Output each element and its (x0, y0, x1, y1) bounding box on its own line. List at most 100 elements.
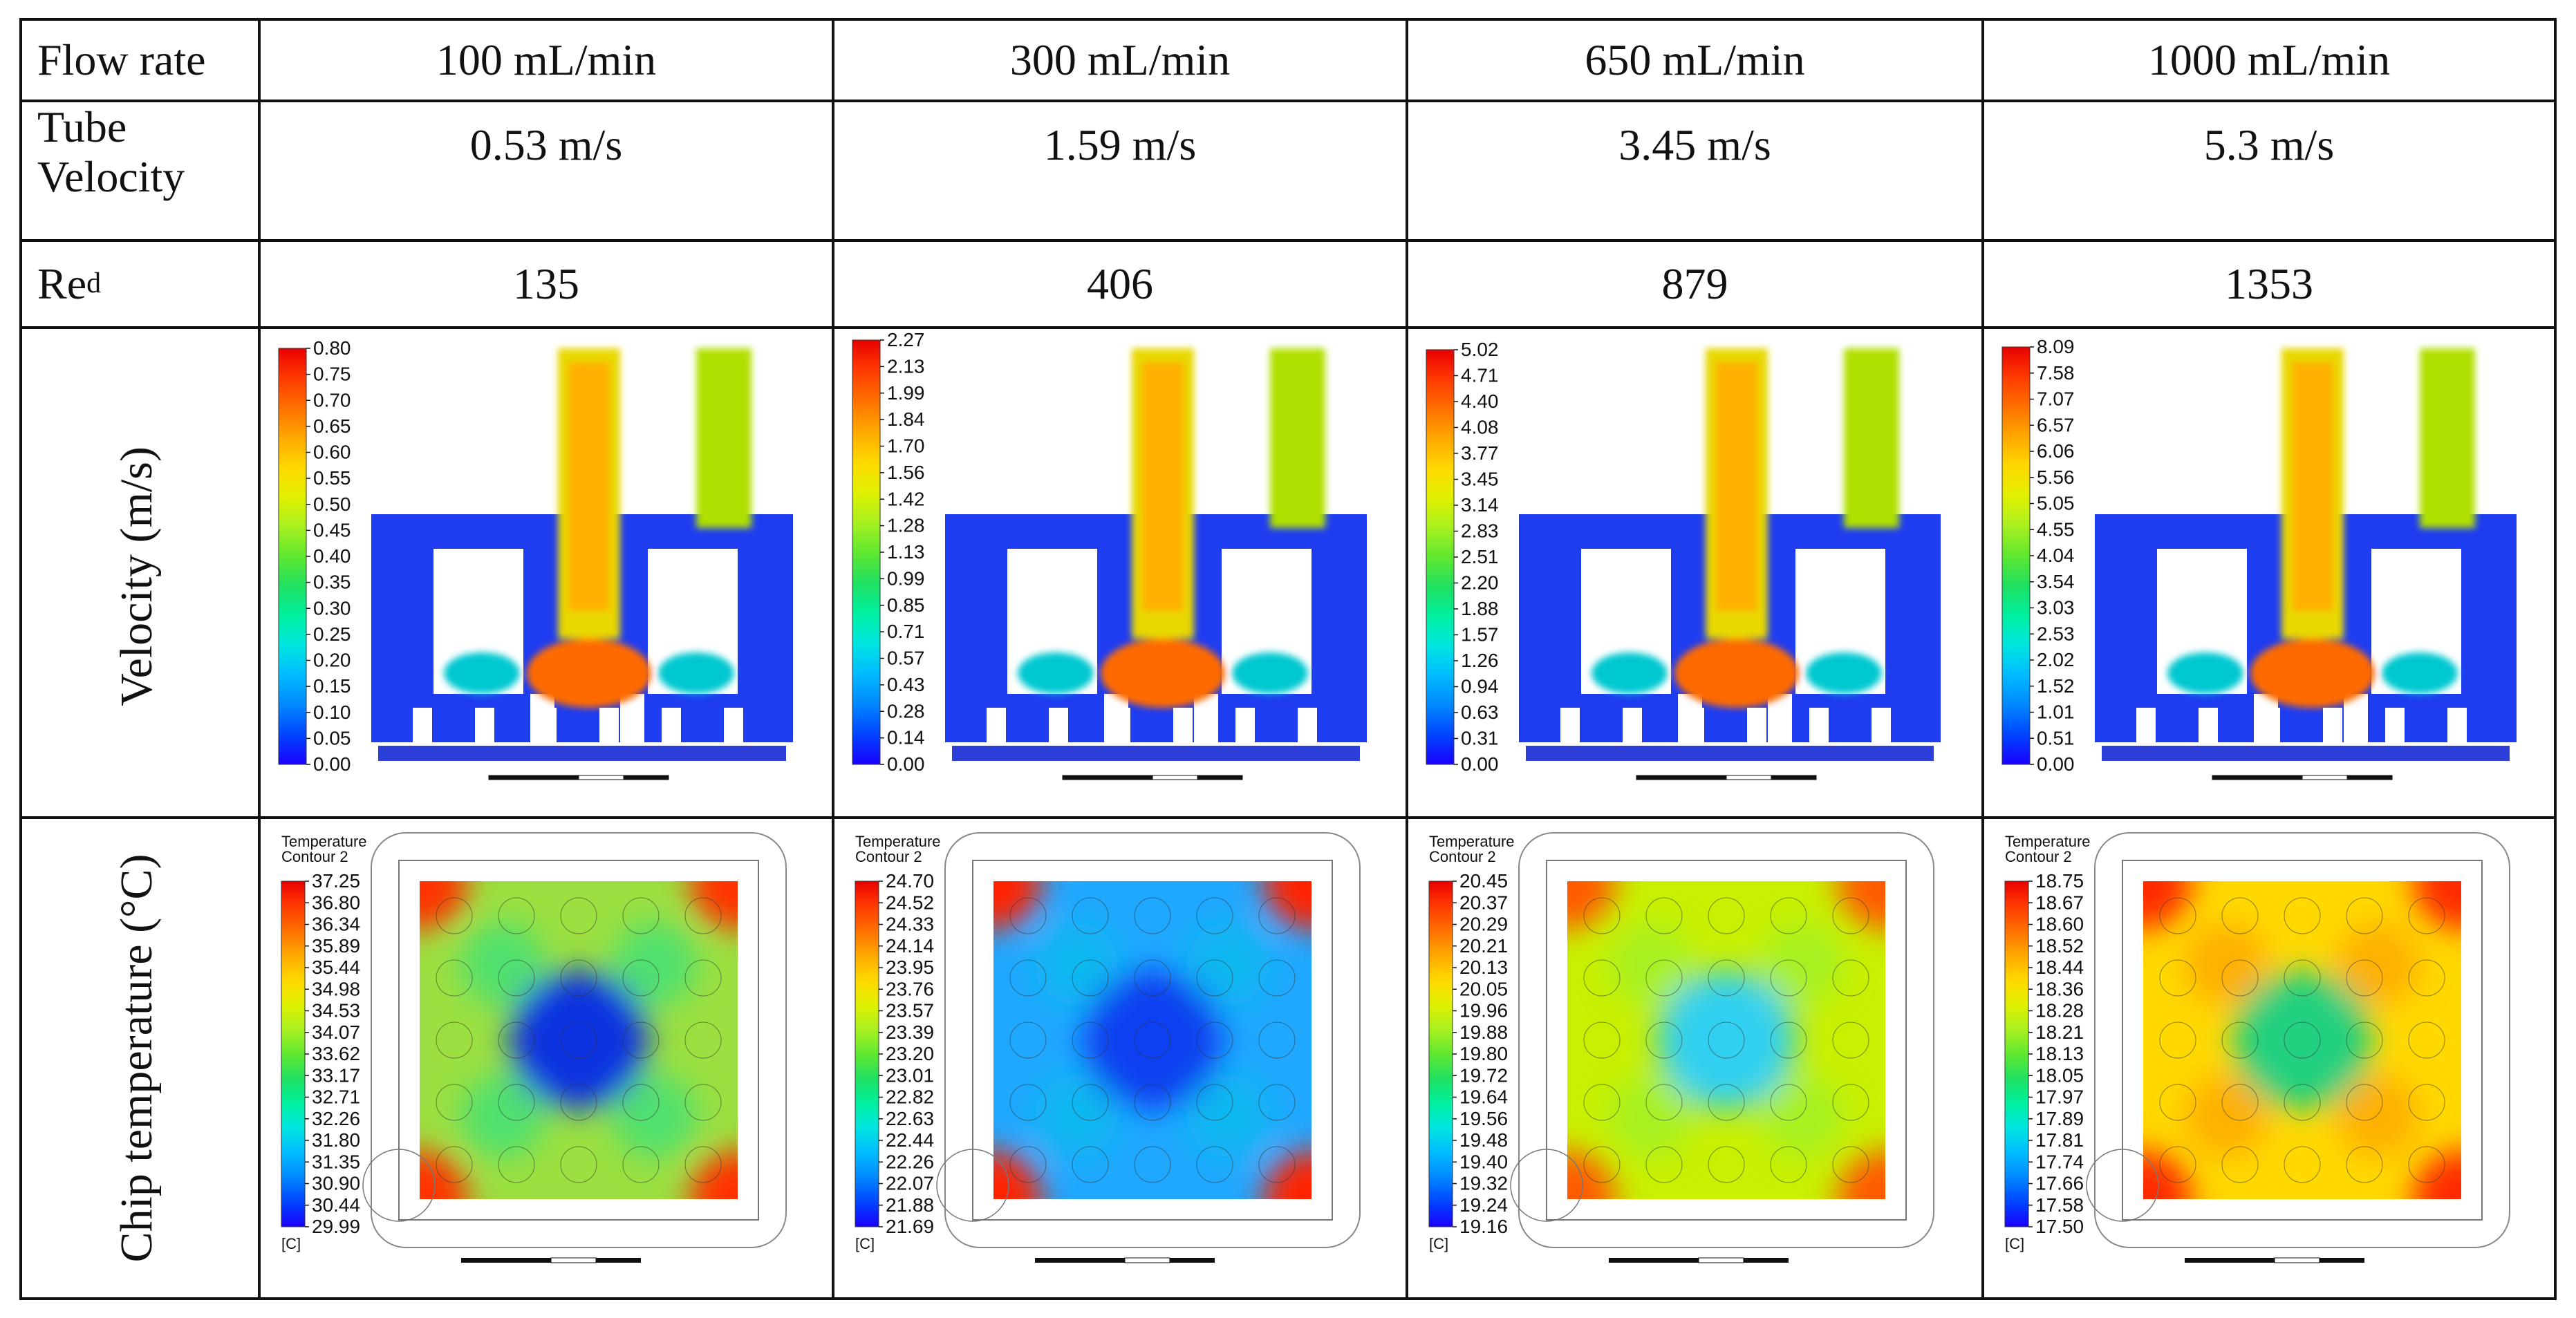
pin-fin-outline (1645, 1146, 1683, 1183)
pin-fin-outline (1072, 1084, 1109, 1121)
ring-zone (613, 923, 696, 1006)
pin-fin-outline (1583, 1146, 1621, 1183)
pin-fin-outline (1770, 1146, 1807, 1183)
impingement-zone (2250, 639, 2375, 708)
temperature-colorbar-label: 37.25 (312, 870, 360, 892)
pin-fin-outline (1009, 959, 1047, 997)
temperature-colorbar-label: 19.16 (1459, 1216, 1508, 1237)
table-rule (19, 100, 2557, 102)
pin-fin-outline (1770, 959, 1807, 997)
velocity-colorbar-label: 0.25 (313, 623, 351, 645)
pin-fin-outline (1134, 1146, 1171, 1183)
field-blobs (1567, 881, 1885, 1199)
pin-fin-outline (1134, 1022, 1171, 1059)
pin-fin (2385, 708, 2405, 742)
pin-fin-outline (1072, 959, 1109, 997)
temperature-colorbar-label: 34.07 (312, 1022, 360, 1043)
velocity-contour-panel: 2.27 2.13 1.99 1.84 1.70 1.56 1.42 1.28 1.13 0.99… (852, 329, 1367, 780)
velocity-colorbar-label: 2.02 (2037, 649, 2075, 670)
velocity-colorbar-label: 3.54 (2037, 571, 2075, 592)
ring-zone (461, 923, 544, 1006)
ring-zone (2337, 923, 2420, 1006)
package-outline (1518, 832, 1934, 1248)
pin-fin-outline (2284, 897, 2321, 934)
velocity-colorbar-label: 1.01 (2037, 702, 2075, 723)
recirculation-zone (1232, 652, 1308, 694)
flow-jet (2167, 348, 2475, 708)
flow-jet (1018, 348, 1325, 708)
pin-fin-outline (498, 959, 535, 997)
temperature-colorbar-label: 22.26 (886, 1151, 934, 1172)
table-rule (1406, 18, 1408, 1300)
pin-fin-outline (2159, 1022, 2196, 1059)
temperature-colorbar-label: 30.44 (312, 1194, 360, 1216)
temperature-colorbar-label: 22.63 (886, 1108, 934, 1129)
base-plate (2102, 746, 2510, 761)
velocity-flow-field (371, 348, 793, 780)
velocity-colorbar-label: 2.27 (887, 329, 925, 350)
pin-fin-outline (1196, 1084, 1233, 1121)
velocity-colorbar-label: 2.13 (887, 355, 925, 377)
velocity-colorbar-label: 6.06 (2037, 440, 2075, 462)
velocity-colorbar-label: 0.00 (313, 753, 351, 775)
velocity-colorbar-label: 1.42 (887, 488, 925, 509)
velocity-colorbar-label: 0.31 (1461, 728, 1499, 749)
pin-fin-outline (684, 897, 722, 934)
pin-fin-outline (498, 1022, 535, 1059)
temperature-colorbar-label: 22.07 (886, 1173, 934, 1194)
temperature-colorbar-label: 35.44 (312, 957, 360, 978)
colorbar (278, 348, 307, 765)
pin-fin (1111, 708, 1130, 742)
velocity-colorbar-label: 4.55 (2037, 518, 2075, 540)
inlet-core (2292, 362, 2333, 611)
pin-fin (987, 708, 1006, 742)
ring-zone (1761, 923, 1844, 1006)
pin-fin-outline (2284, 1084, 2321, 1121)
pin-fin-outline (622, 897, 660, 934)
pin-fin-outline (1258, 1022, 1296, 1059)
reynolds-value: 406 (1087, 259, 1153, 309)
velocity-colorbar-label: 3.14 (1461, 494, 1499, 516)
impingement-zone (527, 639, 651, 708)
pin-fin-outline (498, 1084, 535, 1121)
temperature-colorbar-label: 36.80 (312, 892, 360, 913)
ring-zone (1187, 1075, 1270, 1158)
velocity-colorbar-label: 2.83 (1461, 520, 1499, 542)
hot-spot (1837, 1151, 1885, 1199)
temperature-colorbar-label: 18.67 (2035, 892, 2084, 913)
recirculation-zone (1806, 652, 1882, 694)
temperature-colorbar-label: 23.01 (886, 1064, 934, 1086)
hot-spot (420, 1151, 468, 1199)
temperature-colorbar-label: 34.53 (312, 1000, 360, 1022)
pin-fin-outlines (362, 897, 722, 1222)
velocity-colorbar-label: 0.00 (2037, 753, 2075, 775)
velocity-colorbar-label: 2.51 (1461, 546, 1499, 567)
outlet-jet (696, 348, 752, 528)
table-rule (832, 18, 834, 1300)
temperature-colorbar-label: 18.44 (2035, 957, 2084, 978)
velocity-colorbar-label: 2.53 (2037, 623, 2075, 644)
pin-fin-outline (684, 1084, 722, 1121)
velocity-colorbar-label: 1.84 (887, 408, 925, 430)
pin-fin (1049, 708, 1068, 742)
velocity-contour-panel: 5.02 4.71 4.40 4.08 3.77 3.45 3.14 2.83 2.51 2.20… (1426, 339, 1941, 780)
inlet-core (1716, 362, 1757, 611)
temperature-colorbar-label: 18.60 (2035, 914, 2084, 935)
hot-spot (2143, 881, 2192, 930)
hot-spot (689, 1151, 738, 1199)
temperature-field (2143, 881, 2461, 1199)
pin-fin (537, 708, 557, 742)
velocity-flow-field (1519, 348, 1941, 780)
temperature-colorbar-label: 20.45 (1459, 870, 1508, 892)
hot-spot (993, 881, 1042, 930)
flow-jet (1592, 348, 1899, 708)
temperature-colorbar-label: 19.72 (1459, 1064, 1508, 1086)
inlet-core (1142, 362, 1184, 611)
scale-bar-segment (550, 1257, 597, 1263)
package-outline (944, 832, 1361, 1248)
ring-zone (2185, 1075, 2268, 1158)
reynolds-value: 879 (1661, 259, 1728, 309)
table-border-right (2554, 18, 2557, 1300)
flow-rate-value: 650 mL/min (1585, 35, 1805, 85)
center-zone (1083, 971, 1222, 1109)
